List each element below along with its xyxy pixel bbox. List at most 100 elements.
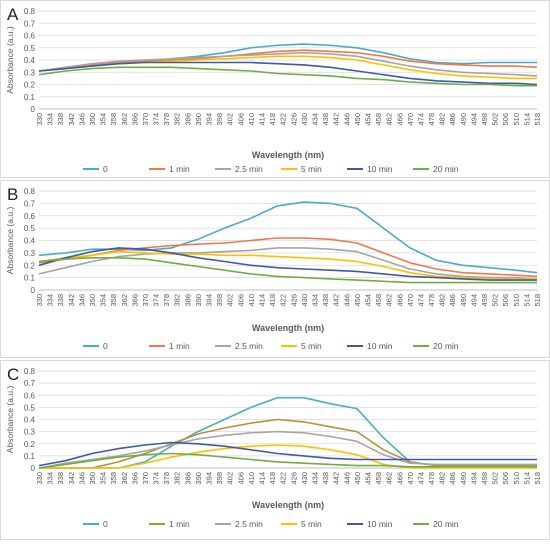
chart-a: 0 0.1 0.2 0.3 0.4 0.5 0.6 0.7 0.8 330 334 338 342 346… — [5, 7, 542, 174]
x-tick-label: 438 — [321, 294, 330, 307]
series-line — [38, 441, 537, 467]
x-tick-label: 454 — [363, 113, 372, 126]
x-tick-label: 414 — [258, 294, 267, 307]
x-tick-label: 374 — [152, 113, 161, 126]
x-tick-label: 506 — [501, 294, 510, 307]
x-tick-label: 410 — [247, 294, 256, 307]
x-tick-label: 498 — [480, 472, 489, 485]
x-tick-label: 378 — [162, 294, 171, 307]
panel-a: A 0 0.1 0.2 0.3 0.4 0.5 0.6 0.7 0.8 330 334 338 342 3… — [0, 0, 550, 178]
x-tick-label: 398 — [215, 294, 224, 307]
y-tick-label: 0.4 — [24, 56, 36, 65]
x-tick-label: 334 — [46, 113, 55, 126]
x-tick-label: 474 — [416, 294, 425, 307]
series-line — [38, 257, 537, 284]
x-tick-label: 418 — [268, 294, 277, 307]
series-line — [39, 444, 537, 469]
x-tick-label: 378 — [162, 113, 171, 126]
y-tick-label: 0.2 — [24, 261, 36, 270]
x-tick-label: 466 — [395, 113, 404, 126]
x-tick-label: 502 — [491, 113, 500, 126]
x-tick-label: 438 — [321, 113, 330, 126]
x-tick-label: 510 — [512, 113, 521, 126]
x-tick-label: 406 — [236, 294, 245, 307]
x-tick-label: 354 — [99, 472, 108, 485]
x-tick-label: 434 — [310, 294, 319, 307]
x-tick-label: 394 — [205, 472, 214, 485]
x-tick-label: 466 — [395, 472, 404, 485]
x-tick-label: 374 — [152, 472, 161, 485]
legend-label: 5 min — [301, 519, 322, 529]
x-tick-label: 506 — [501, 472, 510, 485]
x-tick-label: 442 — [332, 294, 341, 307]
x-axis-label: Wavelength (nm) — [252, 323, 324, 333]
x-tick-label: 470 — [406, 294, 415, 307]
x-tick-label: 450 — [353, 472, 362, 485]
chart-b: 0 0.1 0.2 0.3 0.4 0.5 0.6 0.7 0.8 330 334 338 342 346… — [5, 187, 542, 351]
y-tick-label: 0.8 — [24, 367, 36, 376]
legend-label: 10 min — [367, 164, 393, 174]
x-tick-label: 478 — [427, 113, 436, 126]
x-tick-label: 354 — [99, 294, 108, 307]
series-line — [38, 61, 538, 86]
x-tick-label: 494 — [469, 472, 478, 485]
x-tick-label: 390 — [194, 472, 203, 485]
x-tick-label: 494 — [469, 113, 478, 126]
x-tick-label: 422 — [279, 113, 288, 126]
x-tick-label: 394 — [205, 113, 214, 126]
x-tick-label: 490 — [459, 472, 468, 485]
x-tick-label: 438 — [321, 472, 330, 485]
x-tick-label: 450 — [353, 294, 362, 307]
x-tick-label: 486 — [448, 472, 457, 485]
x-tick-label: 374 — [152, 294, 161, 307]
series-line — [38, 237, 538, 278]
x-tick-label: 478 — [427, 294, 436, 307]
legend-label: 5 min — [301, 164, 322, 174]
x-tick-label: 338 — [56, 472, 65, 485]
x-tick-label: 422 — [279, 294, 288, 307]
x-tick-label: 334 — [46, 472, 55, 485]
x-tick-label: 370 — [141, 294, 150, 307]
series-line — [38, 49, 538, 72]
y-tick-label: 0.1 — [24, 93, 36, 102]
x-tick-label: 518 — [533, 294, 542, 307]
x-tick-label: 402 — [226, 472, 235, 485]
x-tick-label: 514 — [522, 472, 531, 485]
x-tick-label: 430 — [300, 113, 309, 126]
x-axis-label: Wavelength (nm) — [252, 500, 324, 510]
y-axis-label: Absorbance (a.u.) — [5, 26, 15, 94]
legend-label: 2.5 min — [235, 519, 263, 529]
x-tick-label: 362 — [120, 113, 129, 126]
x-tick-label: 458 — [374, 472, 383, 485]
y-tick-label: 0.6 — [24, 391, 36, 400]
x-tick-label: 370 — [141, 472, 150, 485]
x-tick-label: 334 — [46, 294, 55, 307]
x-tick-label: 442 — [332, 472, 341, 485]
panel-letter-a: A — [7, 5, 19, 24]
x-tick-label: 414 — [258, 472, 267, 485]
x-tick-label: 346 — [77, 472, 86, 485]
legend-label: 2.5 min — [235, 164, 263, 174]
legend-label: 10 min — [367, 519, 393, 529]
y-tick-label: 0.1 — [24, 452, 36, 461]
x-tick-label: 482 — [438, 472, 447, 485]
x-tick-label: 346 — [77, 294, 86, 307]
x-tick-label: 350 — [88, 113, 97, 126]
y-tick-label: 0.5 — [24, 224, 36, 233]
x-tick-label: 518 — [533, 113, 542, 126]
x-tick-label: 362 — [120, 294, 129, 307]
x-tick-label: 422 — [279, 472, 288, 485]
x-tick-label: 366 — [130, 113, 139, 126]
series-line — [39, 418, 537, 469]
x-tick-label: 482 — [438, 113, 447, 126]
x-tick-label: 338 — [56, 113, 65, 126]
x-tick-label: 494 — [469, 294, 478, 307]
x-tick-label: 430 — [300, 472, 309, 485]
x-tick-label: 358 — [109, 113, 118, 126]
x-tick-label: 426 — [289, 472, 298, 485]
y-tick-label: 0.6 — [24, 32, 36, 41]
x-tick-label: 426 — [289, 294, 298, 307]
x-tick-label: 510 — [512, 472, 521, 485]
x-tick-label: 430 — [300, 294, 309, 307]
x-tick-label: 502 — [491, 472, 500, 485]
